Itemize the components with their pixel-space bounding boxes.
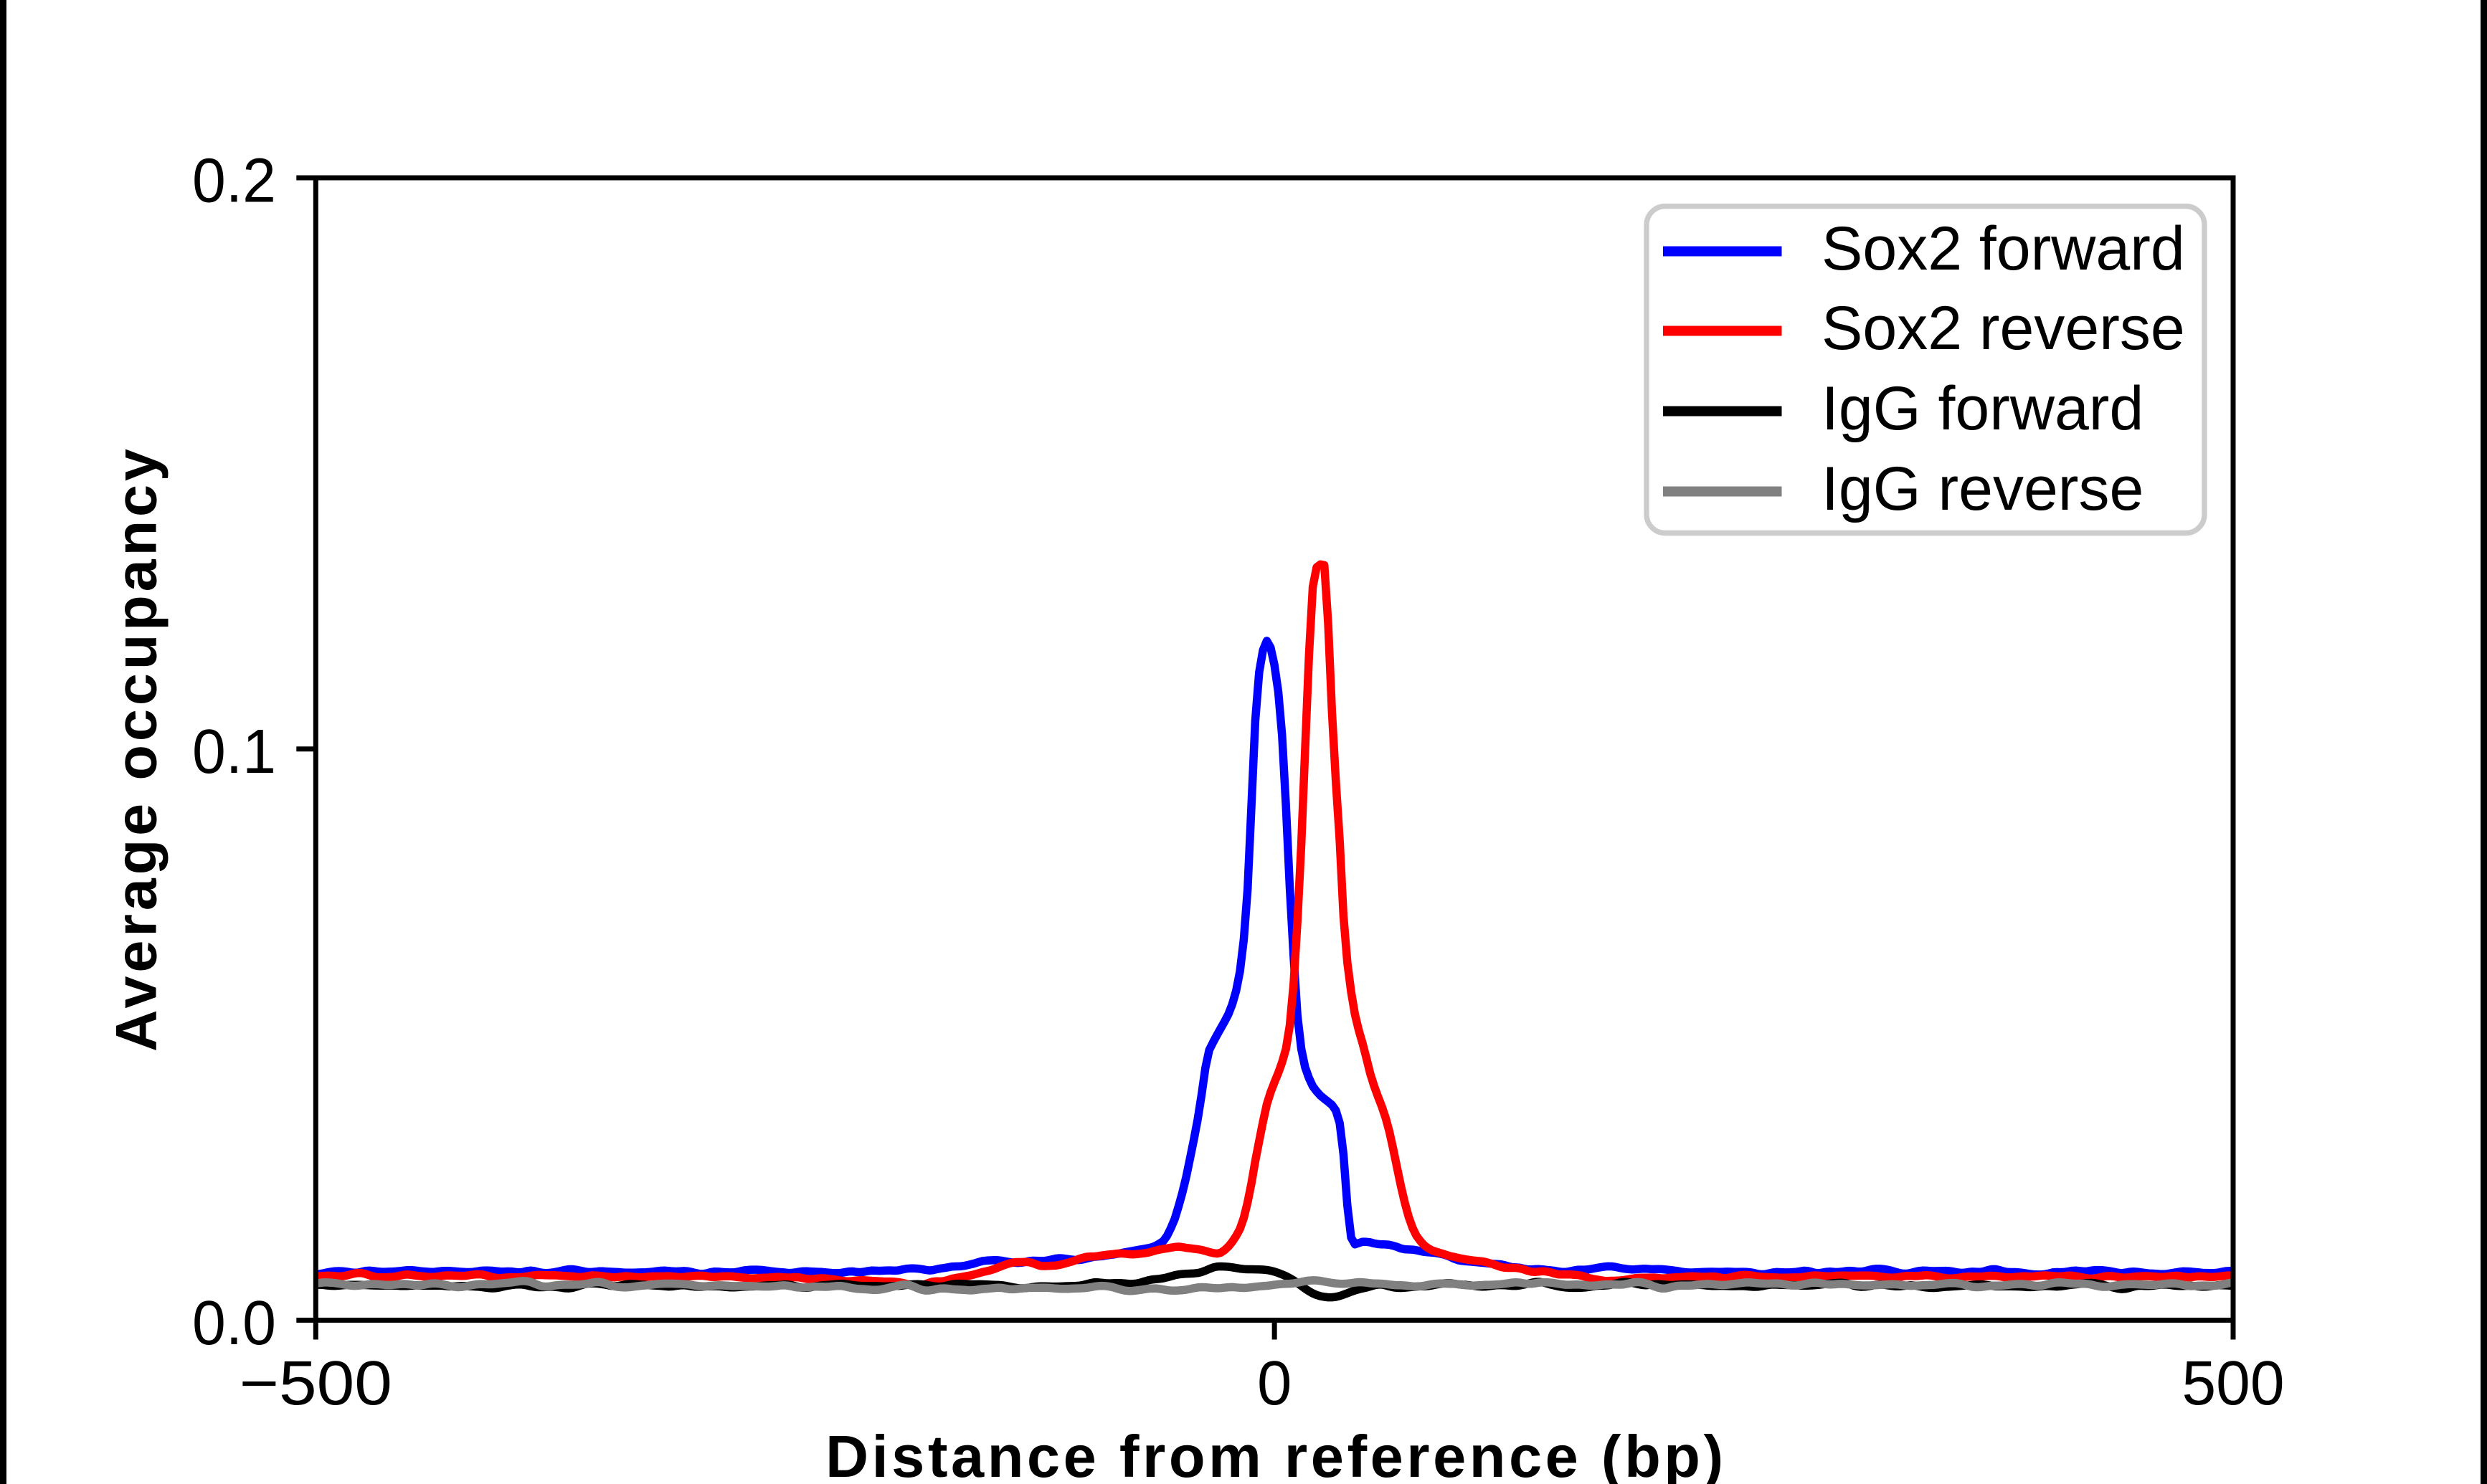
svg-text:500: 500 xyxy=(2182,1349,2285,1418)
svg-text:−500: −500 xyxy=(240,1349,392,1418)
svg-text:IgG forward: IgG forward xyxy=(1822,374,2143,443)
svg-text:0: 0 xyxy=(1257,1349,1292,1418)
svg-text:IgG reverse: IgG reverse xyxy=(1822,455,2143,523)
svg-text:0.2: 0.2 xyxy=(192,146,276,216)
svg-text:0.0: 0.0 xyxy=(192,1288,276,1358)
svg-text:Sox2 reverse: Sox2 reverse xyxy=(1822,294,2185,363)
svg-text:Distance from reference (bp): Distance from reference (bp) xyxy=(825,1423,1723,1484)
svg-text:Average occupancy: Average occupancy xyxy=(105,449,169,1052)
svg-text:Sox2 forward: Sox2 forward xyxy=(1822,214,2185,283)
svg-text:0.1: 0.1 xyxy=(192,717,276,786)
